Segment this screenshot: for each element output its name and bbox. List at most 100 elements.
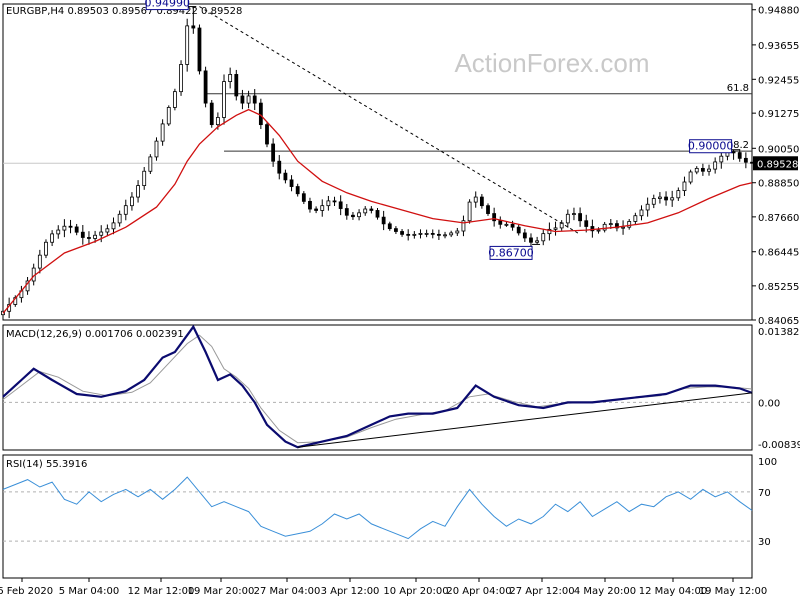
- price-tick-label-6: 0.87660: [758, 213, 799, 224]
- candle-body-103: [633, 215, 638, 222]
- price-tick-label-9: 0.84065: [758, 316, 799, 327]
- price-tick-label-1: 0.93655: [758, 41, 799, 52]
- candle-body-17: [105, 228, 110, 233]
- candle-body-72: [443, 234, 447, 237]
- candle-body-108: [664, 196, 668, 201]
- candle-body-47: [289, 179, 294, 187]
- candle-body-35: [215, 117, 220, 126]
- candle-body-15: [93, 234, 97, 239]
- x-tick-label-8: 27 Apr 12:00: [509, 586, 574, 597]
- candle-body-106: [651, 198, 656, 205]
- candle-body-93: [572, 213, 576, 215]
- candle-body-121: [743, 157, 748, 163]
- candle-body-46: [283, 172, 288, 181]
- candle-body-41: [252, 95, 257, 104]
- candle-body-60: [369, 208, 374, 211]
- candle-body-11: [68, 225, 73, 228]
- annotation-box-1: [489, 245, 533, 260]
- x-tick-label-5: 3 Apr 12:00: [321, 586, 380, 597]
- candle-body-7: [44, 241, 48, 256]
- macd-tick-label-2: -0.008397: [758, 440, 800, 451]
- candle-body-18: [111, 222, 116, 230]
- candle-body-116: [713, 161, 718, 170]
- candle-body-92: [565, 213, 570, 224]
- candle-body-14: [87, 237, 91, 239]
- candle-body-55: [338, 201, 343, 209]
- candle-body-112: [688, 171, 693, 183]
- candle-body-19: [117, 213, 122, 224]
- candle-body-79: [486, 205, 490, 214]
- candle-body-77: [473, 196, 478, 203]
- candle-body-42: [258, 102, 263, 126]
- candle-body-53: [326, 200, 331, 207]
- candle-body-99: [608, 223, 613, 226]
- annotation-label-1: 0.86700: [488, 246, 534, 259]
- annotation-box-0: [145, 0, 189, 11]
- candle-body-100: [615, 223, 619, 229]
- candle-body-9: [56, 229, 61, 235]
- candle-body-73: [449, 232, 454, 236]
- candle-body-52: [320, 205, 325, 211]
- macd-pane-title: MACD(12,26,9) 0.001706 0.002391: [6, 329, 184, 340]
- price-trendline: [199, 6, 581, 235]
- fib-label-0: 61.8: [727, 83, 749, 94]
- candle-body-28: [173, 91, 177, 108]
- candle-body-56: [344, 208, 349, 216]
- candle-body-33: [203, 70, 208, 104]
- annotation-box-2: [689, 139, 733, 154]
- candle-body-75: [461, 220, 466, 232]
- x-tick-label-9: 4 May 20:00: [574, 586, 636, 597]
- candle-body-48: [295, 186, 300, 195]
- candle-body-69: [424, 233, 429, 235]
- candle-body-87: [535, 240, 540, 243]
- candle-body-105: [645, 203, 650, 211]
- candle-body-10: [62, 225, 67, 231]
- macd-trendline: [297, 392, 753, 448]
- macd-tick-label-1: 0.00: [758, 398, 780, 409]
- candle-body-95: [584, 220, 589, 227]
- candle-body-114: [700, 167, 705, 172]
- fib-label-1: 38.2: [727, 140, 749, 151]
- candle-body-111: [682, 181, 687, 192]
- x-tick-label-2: 12 Mar 12:00: [128, 586, 195, 597]
- candle-body-13: [80, 231, 85, 238]
- candle-body-44: [271, 143, 276, 162]
- macd-line: [2, 324, 753, 449]
- candle-body-101: [621, 226, 625, 229]
- candle-body-94: [578, 213, 582, 222]
- x-tick-label-10: 12 May 04:00: [639, 586, 708, 597]
- candle-body-45: [277, 160, 282, 174]
- candle-body-110: [676, 190, 681, 199]
- candle-body-36: [222, 81, 226, 118]
- candle-body-97: [596, 229, 601, 232]
- price-tick-label-7: 0.86445: [758, 248, 799, 259]
- macd-tick-label-0: 0.013821: [758, 327, 800, 338]
- candle-body-115: [707, 168, 711, 172]
- rsi-line: [2, 476, 753, 540]
- x-tick-label-6: 10 Apr 20:00: [383, 586, 448, 597]
- x-tick-label-7: 20 Apr 04:00: [446, 586, 511, 597]
- candle-body-80: [492, 213, 497, 222]
- candle-body-70: [430, 233, 435, 235]
- candle-body-8: [50, 233, 55, 243]
- candle-body-22: [136, 185, 140, 198]
- current-price-label: 0.89528: [757, 159, 798, 170]
- macd-signal-line: [2, 334, 753, 444]
- candle-body-39: [240, 95, 245, 104]
- candle-body-66: [406, 233, 411, 236]
- candle-body-58: [357, 212, 361, 218]
- candle-body-82: [504, 223, 509, 226]
- pane-frame-2: [2, 324, 753, 451]
- candle-body-65: [400, 231, 404, 235]
- candle-body-30: [185, 25, 190, 65]
- price-moving-average: [2, 108, 753, 314]
- x-tick-label-1: 5 Mar 04:00: [59, 586, 119, 597]
- candle-body-107: [658, 196, 662, 199]
- candle-body-57: [351, 214, 355, 218]
- candle-body-25: [154, 140, 159, 158]
- candle-body-90: [553, 227, 558, 230]
- candle-body-74: [455, 230, 460, 234]
- x-tick-label-11: 19 May 12:00: [699, 586, 768, 597]
